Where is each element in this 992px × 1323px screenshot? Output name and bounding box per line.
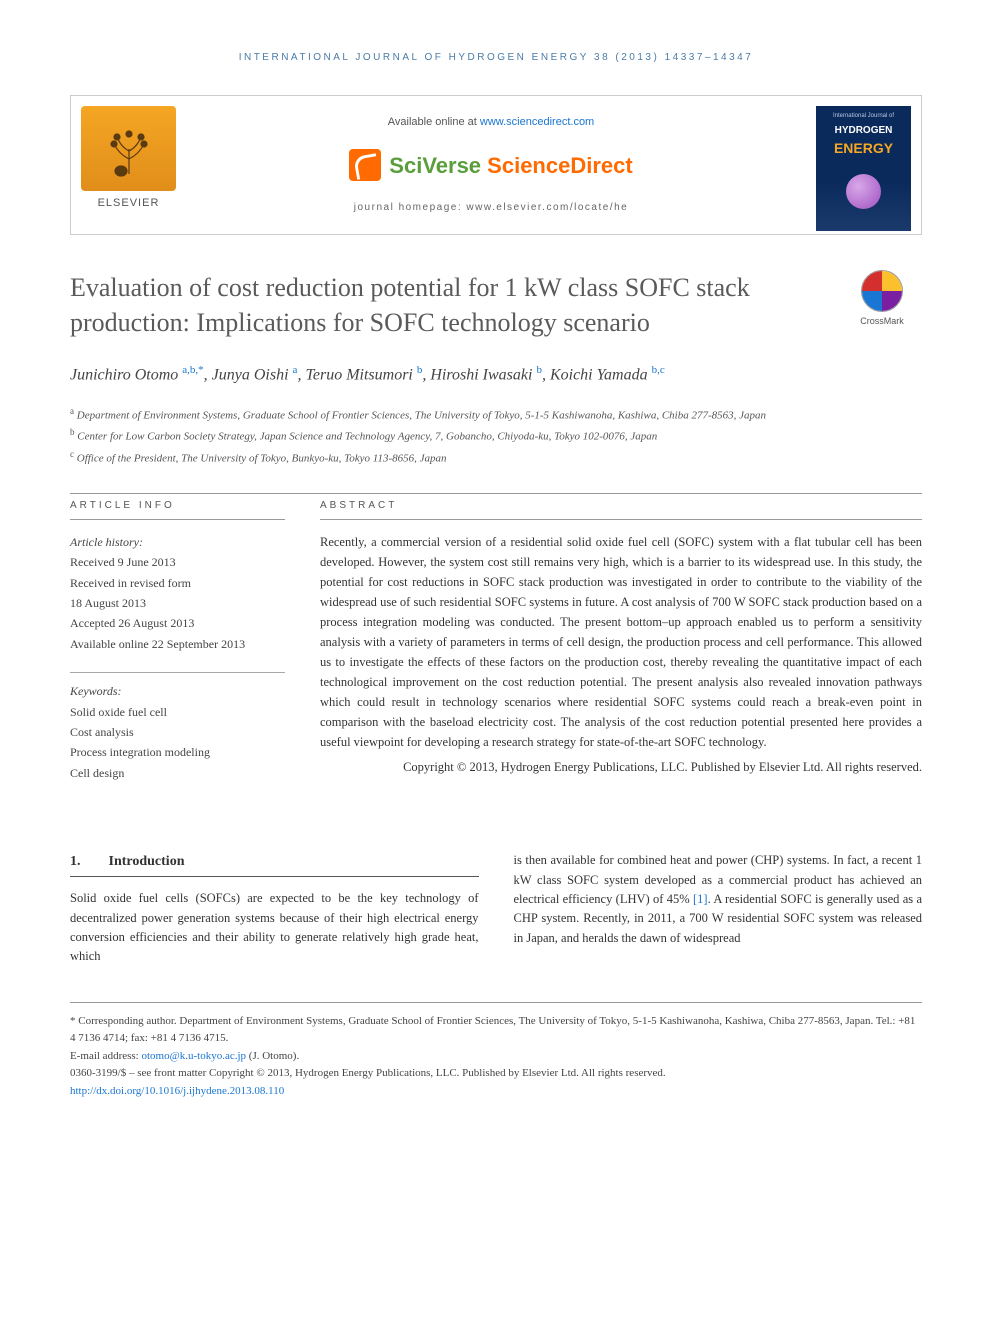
email-link[interactable]: otomo@k.u-tokyo.ac.jp xyxy=(141,1050,246,1062)
page-footer: * Corresponding author. Department of En… xyxy=(70,1002,922,1101)
corresponding-author: * Corresponding author. Department of En… xyxy=(70,1013,922,1048)
intro-paragraph-left: Solid oxide fuel cells (SOFCs) are expec… xyxy=(70,889,479,967)
cover-hydrogen-text: HYDROGEN xyxy=(822,123,905,138)
elsevier-logo: ELSEVIER xyxy=(81,106,176,221)
article-info-head: ARTICLE INFO xyxy=(70,498,285,520)
crossmark-label: CrossMark xyxy=(860,316,904,326)
body-column-left: 1. Introduction Solid oxide fuel cells (… xyxy=(70,851,479,967)
crossmark-icon xyxy=(861,270,903,312)
abstract-copyright: Copyright © 2013, Hydrogen Energy Public… xyxy=(320,758,922,777)
cover-orb-icon xyxy=(846,174,881,209)
sciverse-post: ScienceDirect xyxy=(487,153,633,178)
affiliation-line: a Department of Environment Systems, Gra… xyxy=(70,404,922,425)
email-line: E-mail address: otomo@k.u-tokyo.ac.jp (J… xyxy=(70,1048,922,1066)
abstract-head: ABSTRACT xyxy=(320,498,922,520)
abstract-text: Recently, a commercial version of a resi… xyxy=(320,532,922,752)
article-history-block: Article history: Received 9 June 2013Rec… xyxy=(70,532,285,654)
section-number: 1. xyxy=(70,851,105,872)
affiliation-line: b Center for Low Carbon Society Strategy… xyxy=(70,425,922,446)
keywords-label: Keywords: xyxy=(70,681,285,701)
history-line: Available online 22 September 2013 xyxy=(70,634,285,654)
sciverse-brand: SciVerse ScienceDirect xyxy=(349,149,632,182)
keyword-line: Process integration modeling xyxy=(70,742,285,762)
section-title-text: Introduction xyxy=(109,854,185,869)
history-line: 18 August 2013 xyxy=(70,593,285,613)
sciverse-pre: SciVerse xyxy=(389,153,487,178)
available-online-line: Available online at www.sciencedirect.co… xyxy=(191,114,791,131)
elsevier-name: ELSEVIER xyxy=(81,195,176,212)
body-columns: 1. Introduction Solid oxide fuel cells (… xyxy=(70,851,922,967)
intro-paragraph-right: is then available for combined heat and … xyxy=(514,851,923,948)
keyword-line: Solid oxide fuel cell xyxy=(70,702,285,722)
keyword-line: Cell design xyxy=(70,763,285,783)
abstract-column: ABSTRACT Recently, a commercial version … xyxy=(320,498,922,801)
cover-energy-text: ENERGY xyxy=(822,138,905,159)
crossmark-badge[interactable]: CrossMark xyxy=(842,270,922,329)
reference-link-1[interactable]: [1] xyxy=(693,892,708,906)
body-column-right: is then available for combined heat and … xyxy=(514,851,923,967)
section-1-heading: 1. Introduction xyxy=(70,851,479,877)
journal-cover-thumbnail: International Journal of HYDROGEN ENERGY xyxy=(816,106,911,231)
keyword-line: Cost analysis xyxy=(70,722,285,742)
sciencedirect-link[interactable]: www.sciencedirect.com xyxy=(480,116,594,128)
journal-header-box: ELSEVIER International Journal of HYDROG… xyxy=(70,95,922,235)
elsevier-tree-icon xyxy=(81,106,176,191)
email-post: (J. Otomo). xyxy=(246,1050,299,1062)
affiliation-line: c Office of the President, The Universit… xyxy=(70,447,922,468)
history-line: Received in revised form xyxy=(70,573,285,593)
keywords-block: Keywords: Solid oxide fuel cellCost anal… xyxy=(70,681,285,783)
issn-line: 0360-3199/$ – see front matter Copyright… xyxy=(70,1065,922,1083)
history-label: Article history: xyxy=(70,532,285,552)
sciverse-mark-icon xyxy=(349,149,381,181)
email-label: E-mail address: xyxy=(70,1050,141,1062)
info-divider xyxy=(70,672,285,673)
article-title: Evaluation of cost reduction potential f… xyxy=(70,270,822,340)
authors-line: Junichiro Otomo a,b,*, Junya Oishi a, Te… xyxy=(70,362,922,388)
history-line: Accepted 26 August 2013 xyxy=(70,613,285,633)
affiliations-block: a Department of Environment Systems, Gra… xyxy=(70,404,922,468)
sciverse-text: SciVerse ScienceDirect xyxy=(389,149,632,182)
homepage-line: journal homepage: www.elsevier.com/locat… xyxy=(191,200,791,215)
running-head: INTERNATIONAL JOURNAL OF HYDROGEN ENERGY… xyxy=(70,50,922,65)
cover-top-text: International Journal of xyxy=(822,112,905,121)
doi-link[interactable]: http://dx.doi.org/10.1016/j.ijhydene.201… xyxy=(70,1085,284,1097)
available-pre: Available online at xyxy=(388,116,480,128)
history-line: Received 9 June 2013 xyxy=(70,552,285,572)
article-info-column: ARTICLE INFO Article history: Received 9… xyxy=(70,498,285,801)
